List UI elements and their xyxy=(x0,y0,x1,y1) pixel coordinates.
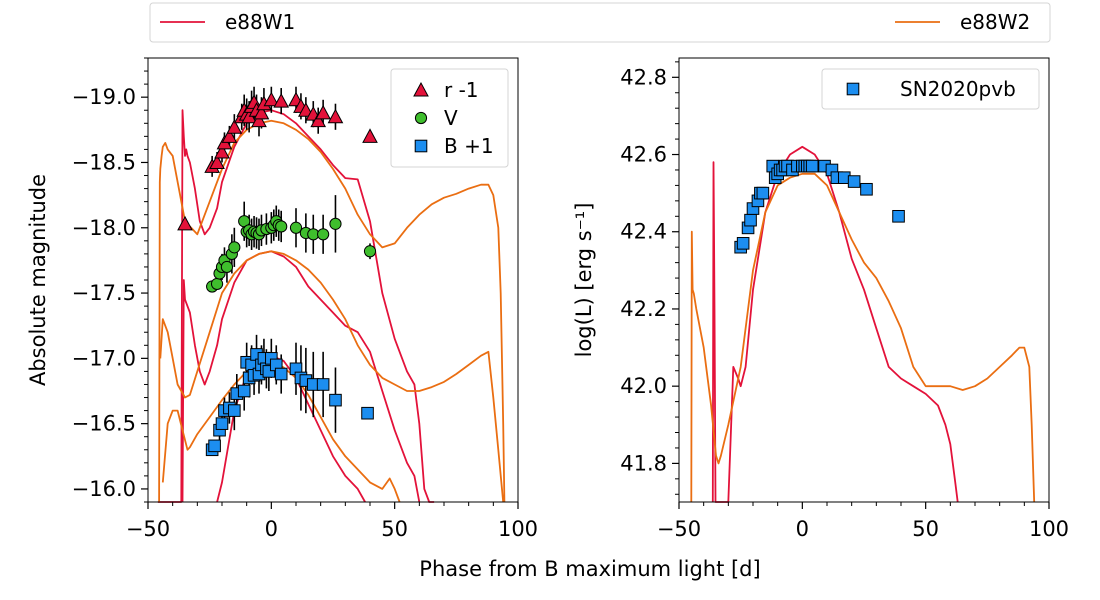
data-point-r-1 xyxy=(209,154,225,169)
x-tick-label: 0 xyxy=(796,517,809,541)
data-point-sn2020pvb xyxy=(756,186,770,200)
data-point-r-1 xyxy=(214,143,230,159)
left-panel-magnitude: −50 0 50 100 −19.0 −18.5 −18.0 −17.5 −17.0 −16.5 −… xyxy=(26,57,538,541)
data-point-r-1 xyxy=(315,104,331,120)
model-curve-4 xyxy=(159,250,505,503)
data-point-r-1 xyxy=(253,104,270,120)
data-point-r-1 xyxy=(263,91,280,107)
data-point-b-1 xyxy=(329,393,342,407)
data-point-b-1 xyxy=(215,417,229,430)
data-point-r-1 xyxy=(298,102,314,117)
x-tick-label: −50 xyxy=(126,517,170,541)
left-legend-markers xyxy=(413,81,429,153)
data-point-b-1 xyxy=(237,384,251,398)
data-point-r-1 xyxy=(226,119,243,134)
x-tick-label: −50 xyxy=(657,517,701,541)
figure-xlabel: Phase from B maximum light [d] xyxy=(419,557,760,581)
y-tick-label: −17.0 xyxy=(72,346,136,370)
data-point-v xyxy=(228,241,241,254)
left-legend-label-v: V xyxy=(444,106,458,130)
data-point-b-1 xyxy=(208,439,221,453)
model-curve-0 xyxy=(711,145,959,503)
data-point-v xyxy=(317,228,330,241)
legend-marker-r xyxy=(413,81,429,97)
y-tick-label: −16.0 xyxy=(72,477,136,501)
left-ylabel: Absolute magnitude xyxy=(26,174,50,386)
y-tick-label: −17.5 xyxy=(72,281,136,305)
data-point-b-1 xyxy=(316,378,330,391)
x-tick-label: 0 xyxy=(265,517,278,541)
data-point-r-1 xyxy=(177,215,193,231)
left-legend-label-b: B +1 xyxy=(444,134,494,158)
legend-marker-sn2020pvb xyxy=(846,82,860,96)
y-tick-label: 42.0 xyxy=(620,374,667,398)
data-point-v xyxy=(210,277,224,291)
model-curve-2 xyxy=(216,354,366,503)
left-axis-ticks: −50 0 50 100 −19.0 −18.5 −18.0 −17.5 −17.0 −16.5 −… xyxy=(72,57,538,541)
right-legend-markers xyxy=(846,82,860,96)
data-point-sn2020pvb xyxy=(744,213,757,227)
data-point-r-1 xyxy=(310,112,327,128)
y-tick-label: −18.5 xyxy=(72,150,136,174)
x-tick-label: 100 xyxy=(1029,517,1069,541)
data-point-b-1 xyxy=(274,367,288,381)
data-point-r-1 xyxy=(251,112,267,128)
right-legend: SN2020pvb xyxy=(821,68,1040,110)
data-point-v xyxy=(275,220,288,233)
data-point-v xyxy=(363,245,377,258)
y-tick-label: 42.4 xyxy=(620,220,667,244)
right-data-points xyxy=(734,159,905,254)
y-tick-label: −19.0 xyxy=(72,85,136,109)
legend-marker-v xyxy=(414,111,428,125)
x-tick-label: 100 xyxy=(498,517,538,541)
model-curve-3 xyxy=(158,119,506,503)
data-point-r-1 xyxy=(327,108,344,124)
data-point-b-1 xyxy=(262,365,276,378)
top-legend-label-e88W2: e88W2 xyxy=(960,10,1030,34)
y-tick-label: −16.5 xyxy=(72,412,136,436)
right-axes-frame xyxy=(678,57,1050,503)
data-point-sn2020pvb xyxy=(892,209,905,223)
left-legend-label-r: r -1 xyxy=(444,78,479,102)
right-model-curves xyxy=(690,145,1036,503)
y-tick-label: 41.8 xyxy=(620,451,667,475)
y-tick-label: 42.6 xyxy=(620,143,667,167)
data-point-b-1 xyxy=(228,404,241,417)
top-legend-frame xyxy=(149,2,1051,43)
right-legend-label-sn2020pvb: SN2020pvb xyxy=(900,77,1016,101)
right-ylabel: log(L) [erg s⁻¹] xyxy=(572,203,596,358)
x-tick-label: 50 xyxy=(912,517,939,541)
top-legend: e88W1 e88W2 xyxy=(149,2,1051,43)
right-legend-frame xyxy=(821,68,1040,110)
y-tick-label: 42.8 xyxy=(620,65,667,89)
top-legend-label-e88W1: e88W1 xyxy=(225,10,295,34)
data-point-v xyxy=(220,260,234,274)
model-curve-0 xyxy=(157,109,435,503)
y-tick-label: −18.0 xyxy=(72,216,136,240)
data-point-sn2020pvb xyxy=(847,175,861,188)
x-tick-label: 50 xyxy=(381,517,408,541)
left-legend: r -1 V B +1 xyxy=(390,68,509,168)
left-data-points xyxy=(177,86,378,457)
data-point-sn2020pvb xyxy=(736,237,750,250)
data-point-sn2020pvb xyxy=(805,159,819,173)
data-point-sn2020pvb xyxy=(860,182,873,196)
data-point-r-1 xyxy=(273,93,290,108)
data-point-v xyxy=(329,217,342,230)
data-point-r-1 xyxy=(362,128,378,143)
data-point-v xyxy=(289,221,303,234)
legend-marker-b xyxy=(414,139,428,153)
data-point-r-1 xyxy=(221,128,238,143)
right-panel-luminosity: −50 0 50 100 41.8 42.0 42.2 42.4 42.6 42.8 log(L)… xyxy=(572,57,1069,541)
y-tick-label: 42.2 xyxy=(620,297,667,321)
model-curve-1 xyxy=(690,172,1036,503)
data-point-b-1 xyxy=(361,406,374,420)
right-axis-ticks: −50 0 50 100 41.8 42.0 42.2 42.4 42.6 42.8 xyxy=(620,61,1069,541)
